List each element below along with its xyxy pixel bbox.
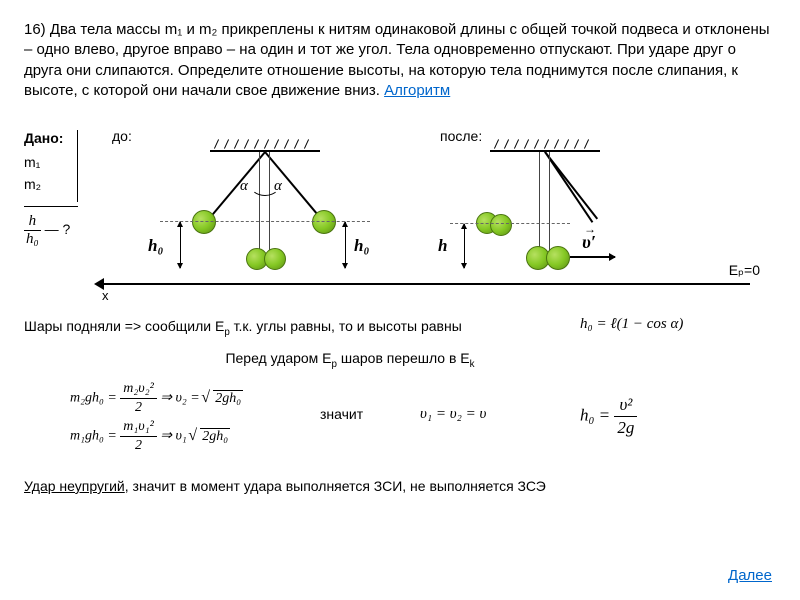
question-fraction: h h₀ <box>24 213 41 248</box>
string-vert1 <box>259 152 260 262</box>
ball-left-up <box>192 210 216 234</box>
alpha-left: α <box>240 178 248 195</box>
ball-after-up2 <box>490 214 512 236</box>
question-suffix: — ? <box>41 221 71 237</box>
text-line-2: Перед ударом Ер шаров перешло в Еk <box>150 350 550 370</box>
h0-cos-formula: h₀ = ℓ(1 − cos α) <box>580 316 683 333</box>
h0-label-left: h₀ <box>148 236 163 256</box>
h-arrow-after <box>464 224 465 268</box>
string-vert2 <box>269 152 270 262</box>
before-label: до: <box>112 128 132 144</box>
algorithm-link[interactable]: Алгоритм <box>384 82 450 99</box>
v-equal-formula: υ₁ = υ₂ = υ <box>420 406 486 423</box>
x-axis <box>100 283 750 285</box>
given-title: Дано: <box>24 130 63 146</box>
diagram: до: после: x Eₚ=0 α α <box>100 128 760 298</box>
pendulum-before: α α h₀ h₀ <box>150 140 380 280</box>
given-m1: m₁ <box>24 154 63 170</box>
h-line-after <box>450 223 570 224</box>
h0-label-right: h₀ <box>354 236 369 256</box>
string-right <box>210 152 266 218</box>
ball-bottom-2 <box>264 248 286 270</box>
x-axis-label: x <box>102 288 109 303</box>
eq-m1: m₁gh₀ = m₁υ₁²2 ⇒ υ₁ 2gh₀ <box>70 418 230 455</box>
eq-m2: m₂gh₀ = m₂υ₂²2 ⇒ υ₂ = 2gh₀ <box>70 380 243 417</box>
ep-zero-label: Eₚ=0 <box>729 262 760 279</box>
h0-arrow-left <box>180 222 181 268</box>
h0-line-before <box>160 221 370 222</box>
h0-v2-formula: h₀ = υ²2g <box>580 394 637 439</box>
alpha-right: α <box>274 178 282 195</box>
string-after-v2 <box>549 152 550 262</box>
problem-statement: 16) Два тела массы m₁ и m₂ прикреплены к… <box>24 20 776 101</box>
v-prime-vector <box>570 256 615 258</box>
h0-arrow-right <box>345 222 346 268</box>
given-m2: m₂ <box>24 176 63 192</box>
given-block: Дано: m₁ m₂ h h₀ — ? <box>24 130 78 248</box>
ball-after-b2 <box>546 246 570 270</box>
h-label-after: h <box>438 236 447 256</box>
znachit-label: значит <box>320 406 380 422</box>
string-after-left2 <box>544 152 593 223</box>
pendulum-after: → υ′ h <box>430 140 660 280</box>
string-left <box>264 152 320 218</box>
text-line-3: Удар неупругий, значит в момент удара вы… <box>24 478 776 494</box>
next-link[interactable]: Далее <box>728 567 772 584</box>
ball-right-up <box>312 210 336 234</box>
v-prime-label: → υ′ <box>582 232 596 253</box>
